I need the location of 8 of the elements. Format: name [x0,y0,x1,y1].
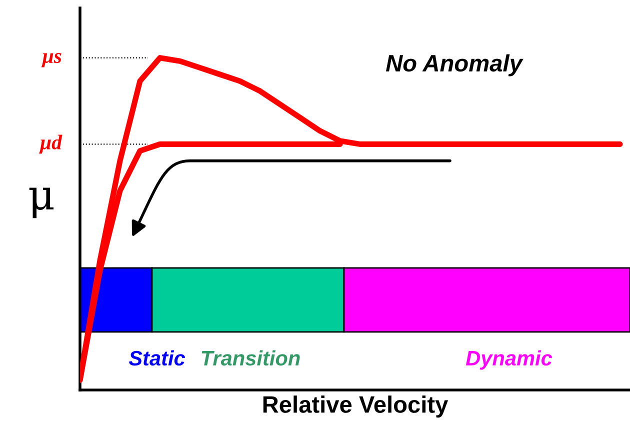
ref-line-label: μs [41,53,62,68]
annotation: Dynamic [466,350,552,370]
annotation: Static [128,350,186,366]
y-axis-title: μ [29,188,54,218]
ref-line-label: μd [39,134,62,154]
annotation: No Anomaly [386,54,524,76]
x-axis-title: Relative Velocity [263,396,448,418]
annotation: Transition [202,350,300,366]
